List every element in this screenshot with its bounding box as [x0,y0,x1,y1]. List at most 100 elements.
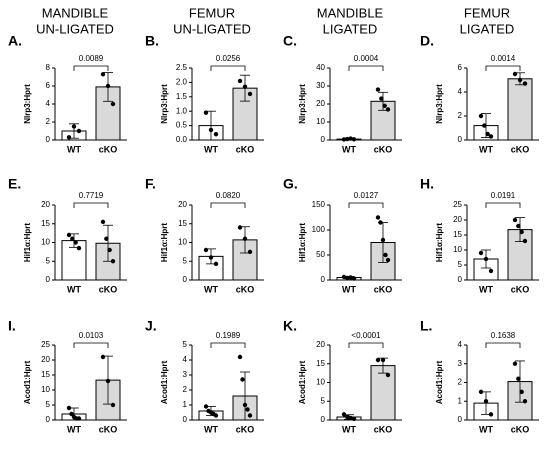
data-point [483,399,489,404]
x-tick-label: WT [204,284,218,294]
data-point [348,275,353,280]
data-point [385,257,391,263]
y-axis-label: Nlrp3:Hprt [160,84,169,124]
y-tick-label: 5 [458,260,463,269]
y-tick-label: 10 [41,385,50,394]
data-point [345,414,350,420]
y-tick-label: 40 [316,63,325,72]
y-axis-label: Hif1α:Hprt [435,223,444,262]
data-point [110,101,116,107]
significance-bracket [485,202,521,208]
data-point [66,232,72,238]
y-tick-label: 10 [316,378,325,387]
data-point [478,250,484,256]
data-point [104,236,109,241]
y-tick-label: 20 [316,99,325,108]
y-tick-label: 1.5 [176,92,188,101]
x-tick-label: WT [342,144,356,154]
x-tick-label: WT [204,424,218,434]
data-point [208,127,214,133]
data-point [378,220,383,225]
significance-bracket [348,342,384,348]
data-point [512,217,518,223]
p-value: 0.0004 [354,54,379,63]
y-tick-label: 100 [312,225,326,234]
y-tick-label: 1.0 [176,106,188,115]
data-point [519,229,524,235]
x-tick-label: cKO [236,284,255,294]
y-tick-label: 2 [458,111,463,120]
data-point [519,389,524,395]
data-point [382,103,387,109]
column-header: LIGATED [460,21,515,36]
y-tick-label: 20 [41,200,50,209]
data-point [345,275,350,281]
data-point [69,411,74,417]
y-tick-label: 5 [46,400,51,409]
panel-label: A. [8,33,22,49]
panel-label: H. [420,176,434,192]
significance-bracket [73,342,109,348]
p-value: 0.0014 [491,54,516,63]
x-tick-label: cKO [236,424,255,434]
y-tick-label: 25 [41,340,50,349]
y-tick-label: 15 [178,219,187,228]
y-axis-label: Acod1:Hprt [298,360,307,404]
x-tick-label: cKO [511,144,530,154]
y-tick-label: 150 [312,200,326,209]
data-point [379,96,384,101]
p-value: 0.0089 [79,54,104,63]
x-tick-label: WT [67,284,81,294]
y-tick-label: 5 [183,256,188,265]
data-point [383,252,388,258]
data-point [208,255,214,260]
panel-label: F. [145,176,156,192]
y-tick-label: 50 [316,250,325,259]
x-tick-label: WT [204,144,218,154]
y-axis-label: Acod1:Hprt [160,360,169,404]
y-tick-label: 4 [458,340,463,349]
data-point [203,110,209,115]
column-header: UN-LIGATED [173,21,251,36]
y-tick-label: 15 [41,370,50,379]
data-point [351,137,357,142]
data-point [348,415,353,421]
error-bar [240,371,250,421]
y-tick-label: 10 [316,117,325,126]
data-point [70,236,75,241]
data-point [522,81,528,86]
data-point [203,404,209,409]
data-point [66,405,72,411]
significance-bracket [73,65,109,71]
y-tick-label: 0 [321,415,326,424]
data-point [213,261,219,267]
data-point [341,274,347,280]
data-point [512,361,518,366]
p-value: 0.0127 [354,191,379,200]
y-tick-label: 2.0 [176,78,188,87]
y-tick-label: 10 [41,238,50,247]
data-point [517,77,523,83]
x-tick-label: cKO [374,424,393,434]
data-point [516,376,521,381]
panel-label: D. [420,33,434,49]
data-point [71,124,77,129]
x-tick-label: WT [479,424,493,434]
y-axis-label: Nlrp3:Hprt [23,84,32,124]
data-point [100,354,106,360]
y-tick-label: 0 [46,275,51,284]
panel-label: I. [8,318,16,334]
y-tick-label: 30 [316,81,325,90]
data-point [110,402,116,408]
p-value: <0.0001 [351,331,381,340]
data-point [247,413,253,418]
x-tick-label: WT [342,424,356,434]
y-axis-label: Nlrp3:Hprt [435,84,444,124]
error-bar [206,110,216,141]
x-tick-label: cKO [99,144,118,154]
y-axis-label: Hif1α:Hprt [160,223,169,262]
data-point [488,134,494,139]
data-point [237,354,243,360]
x-tick-label: WT [67,424,81,434]
y-axis-label: Nlrp3:Hprt [298,84,307,124]
